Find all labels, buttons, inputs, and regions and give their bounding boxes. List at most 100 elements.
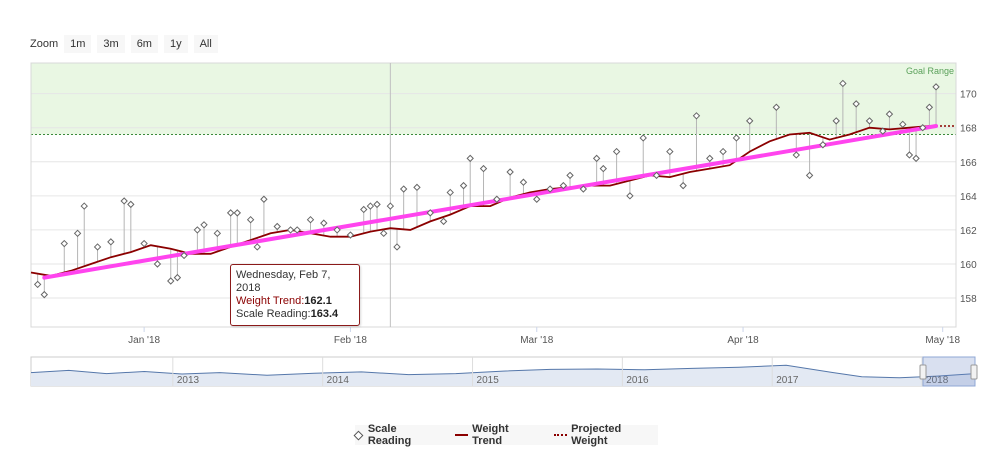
tooltip: Wednesday, Feb 7, 2018 Weight Trend:162.… xyxy=(230,264,360,326)
scale-reading-point xyxy=(719,147,727,156)
scale-reading-point xyxy=(905,151,914,159)
y-tick-label: 166 xyxy=(960,158,977,169)
legend: Scale Reading Weight Trend Projected Wei… xyxy=(353,423,658,447)
y-tick-label: 158 xyxy=(960,294,977,305)
scale-reading-point xyxy=(879,127,887,135)
y-tick-label: 168 xyxy=(960,124,977,135)
regression-line xyxy=(42,124,939,280)
scale-reading-point xyxy=(426,209,434,217)
scale-reading-point xyxy=(546,185,554,193)
navigator-selection xyxy=(922,356,976,387)
scale-reading-point xyxy=(233,209,242,217)
scale-reading-point xyxy=(533,195,541,203)
zoom-3m-button[interactable]: 3m xyxy=(97,35,125,53)
legend-item-projected-weight[interactable]: Projected Weight xyxy=(553,423,658,447)
scale-reading-point xyxy=(506,168,514,176)
legend-trend-label: Weight Trend xyxy=(472,423,509,447)
scale-reading-point xyxy=(592,154,601,163)
scale-reading-point xyxy=(666,147,674,156)
scale-reading-point xyxy=(80,202,88,210)
navigator-handle xyxy=(970,364,978,380)
scale-reading-point xyxy=(932,83,940,91)
scale-reading-point xyxy=(652,171,661,180)
scale-reading-point xyxy=(466,154,474,163)
scale-reading-point xyxy=(599,164,608,173)
scale-reading-point xyxy=(706,154,714,163)
tooltip-trend-label: Weight Trend: xyxy=(236,295,305,307)
scale-reading-point xyxy=(253,243,261,251)
x-tick-label: Feb '18 xyxy=(334,335,367,346)
zoom-1m-button[interactable]: 1m xyxy=(64,35,92,53)
scale-reading-point xyxy=(140,239,148,248)
x-tick-label: May '18 xyxy=(925,335,960,346)
scale-reading-point xyxy=(865,117,874,125)
scale-reading-point xyxy=(772,103,781,111)
scale-reading-point xyxy=(399,185,408,193)
scale-reading-point xyxy=(320,219,328,227)
scale-reading-point xyxy=(819,141,827,149)
scale-reading-point xyxy=(519,178,528,186)
zoom-all-button[interactable]: All xyxy=(193,35,218,53)
scale-reading-point xyxy=(925,103,934,111)
scale-reading-point xyxy=(493,195,501,203)
zoom-label: Zoom xyxy=(30,38,59,50)
scale-reading-point xyxy=(173,273,182,282)
scale-reading-point xyxy=(579,185,588,193)
scale-reading-point xyxy=(885,110,894,118)
scale-reading-point xyxy=(439,217,448,226)
scale-reading-point xyxy=(33,280,42,289)
scale-reading-point xyxy=(732,134,741,142)
scale-reading-point xyxy=(692,112,701,120)
dotted-line-icon xyxy=(553,434,568,436)
scale-reading-point xyxy=(273,222,281,231)
scale-reading-point xyxy=(805,171,814,180)
x-tick-label: Jan '18 xyxy=(128,335,160,346)
legend-scale-label: Scale Reading xyxy=(367,423,412,447)
scale-reading-point xyxy=(852,100,860,108)
scale-reading-point xyxy=(40,290,49,299)
weight-trend-line xyxy=(30,125,930,277)
y-tick-label: 160 xyxy=(960,260,977,271)
zoom-6m-button[interactable]: 6m xyxy=(130,35,158,53)
navigator-year-label: 2015 xyxy=(477,375,500,386)
scale-reading-point xyxy=(745,117,754,125)
scale-reading-point xyxy=(792,151,800,159)
scale-reading-point xyxy=(459,181,468,190)
tooltip-trend-value: 162.1 xyxy=(304,295,332,307)
scale-reading-point xyxy=(167,277,175,285)
scale-reading-point xyxy=(912,154,920,163)
diamond-icon xyxy=(353,430,364,440)
scale-reading-point xyxy=(306,215,315,224)
scale-reading-point xyxy=(559,181,568,190)
goal-range-label: Goal Range xyxy=(906,66,954,76)
scale-reading-point xyxy=(213,229,222,238)
y-tick-label: 162 xyxy=(960,226,977,237)
navigator-year-label: 2014 xyxy=(327,375,350,386)
scale-reading-point xyxy=(839,79,847,88)
tooltip-date: Wednesday, Feb 7, 2018 xyxy=(236,269,331,294)
scale-reading-point xyxy=(393,243,401,251)
legend-item-weight-trend[interactable]: Weight Trend xyxy=(454,423,540,447)
scale-reading-point xyxy=(413,183,421,192)
scale-reading-point xyxy=(120,197,128,205)
scale-reading-point xyxy=(899,120,907,129)
scale-reading-point xyxy=(193,226,202,234)
navigator-handle xyxy=(919,364,927,380)
tooltip-trend: Weight Trend:162.1 xyxy=(236,295,354,308)
tooltip-scale-value: 163.4 xyxy=(310,308,339,320)
scale-reading-point xyxy=(832,117,840,125)
plot-area xyxy=(30,62,957,328)
scale-reading-point xyxy=(346,231,355,239)
scale-reading-point xyxy=(73,229,82,238)
zoom-1y-button[interactable]: 1y xyxy=(163,35,188,53)
tooltip-scale-label: Scale Reading: xyxy=(236,308,311,320)
scale-reading-point xyxy=(919,124,927,132)
scale-reading-point xyxy=(60,239,68,248)
scale-reading-point xyxy=(107,238,115,246)
navigator-line xyxy=(30,364,976,379)
scale-reading-point xyxy=(360,205,368,214)
legend-item-scale-reading[interactable]: Scale Reading xyxy=(353,423,441,447)
y-tick-label: 170 xyxy=(960,90,977,101)
scale-reading-point xyxy=(293,226,301,234)
